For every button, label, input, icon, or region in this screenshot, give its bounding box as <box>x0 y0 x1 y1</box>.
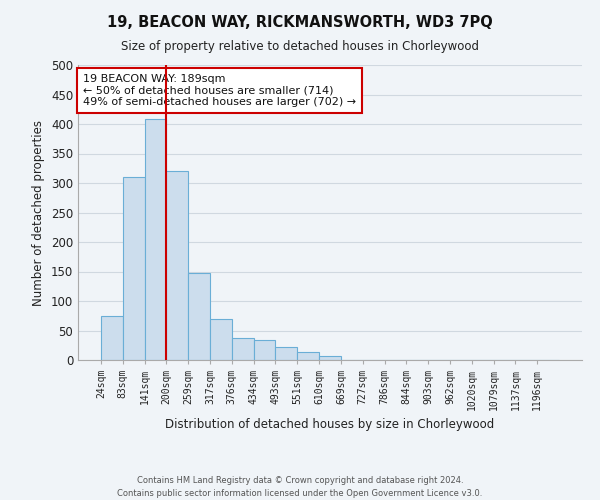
Bar <box>232 338 254 360</box>
Bar <box>210 318 232 360</box>
Bar <box>123 176 145 360</box>
Text: Size of property relative to detached houses in Chorleywood: Size of property relative to detached ho… <box>121 40 479 53</box>
Bar <box>166 171 188 360</box>
Bar <box>297 352 319 360</box>
Text: 19 BEACON WAY: 189sqm
← 50% of detached houses are smaller (714)
49% of semi-det: 19 BEACON WAY: 189sqm ← 50% of detached … <box>83 74 356 107</box>
X-axis label: Distribution of detached houses by size in Chorleywood: Distribution of detached houses by size … <box>166 418 494 432</box>
Text: 19, BEACON WAY, RICKMANSWORTH, WD3 7PQ: 19, BEACON WAY, RICKMANSWORTH, WD3 7PQ <box>107 15 493 30</box>
Bar <box>188 274 210 360</box>
Bar <box>254 340 275 360</box>
Bar <box>145 120 166 360</box>
Bar <box>101 316 123 360</box>
Y-axis label: Number of detached properties: Number of detached properties <box>32 120 46 306</box>
Text: Contains HM Land Registry data © Crown copyright and database right 2024.
Contai: Contains HM Land Registry data © Crown c… <box>118 476 482 498</box>
Bar <box>275 347 297 360</box>
Bar <box>319 356 341 360</box>
